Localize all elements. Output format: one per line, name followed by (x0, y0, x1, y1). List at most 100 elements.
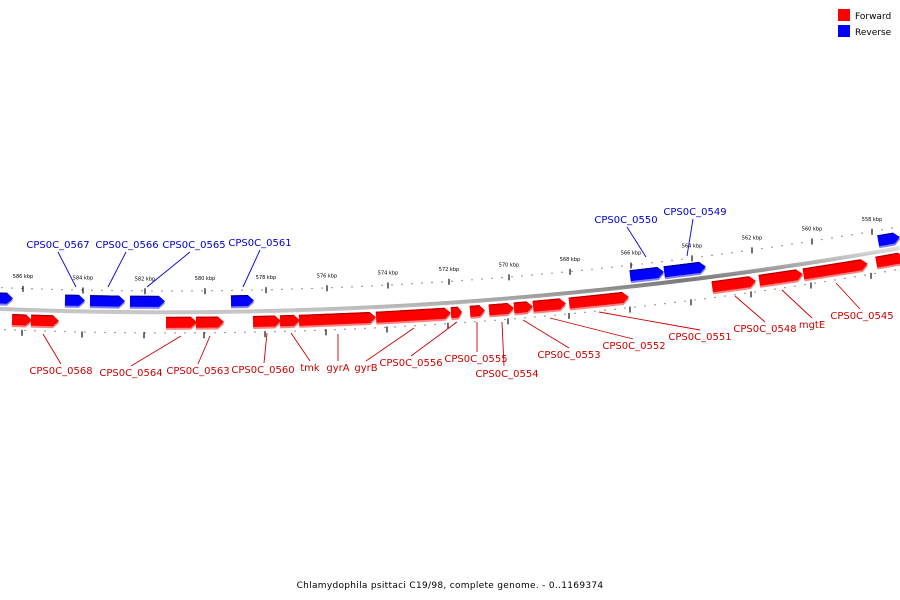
gene-CPS0C_0551[interactable] (568, 291, 630, 311)
gene-body (450, 306, 462, 319)
gene-CPS0C_0553[interactable] (513, 301, 534, 316)
leader-line (290, 332, 311, 362)
gene-edge (877, 232, 894, 237)
gene-label-CPS0C_0553[interactable]: CPS0C_0553 (537, 350, 600, 361)
gene-label-gyrA[interactable]: gyrA (326, 363, 349, 374)
gene-label-CPS0C_0551[interactable]: CPS0C_0551 (668, 332, 731, 343)
gene-label-CPS0C_0561[interactable]: CPS0C_0561 (228, 238, 291, 249)
gene-body (252, 315, 281, 327)
gene-edge (802, 259, 861, 270)
gene-body (298, 312, 376, 326)
gene-CPS0C_0548[interactable] (711, 275, 757, 295)
gene-body (532, 298, 566, 312)
gene-CPS0C_0550[interactable] (629, 266, 665, 284)
gene-edge (875, 252, 899, 258)
gene-label-CPS0C_0545[interactable]: CPS0C_0545 (830, 311, 893, 322)
gene-edge (469, 305, 480, 308)
leader-line (835, 282, 861, 310)
gene-CPS0C_0554[interactable] (488, 302, 515, 318)
leader-line (522, 319, 570, 349)
genome-caption: Chlamydophila psittaci C19/98, complete … (297, 581, 604, 591)
gene-CPS0C_0564[interactable] (165, 316, 198, 330)
scale-tick-label: 576 kbp (317, 273, 337, 279)
leader-line (410, 321, 458, 357)
scale-tick-label: 574 kbp (378, 270, 398, 276)
scale-tick-label: 582 kbp (135, 276, 155, 282)
gene-edge[interactable] (875, 252, 900, 270)
scale-tick-label: 570 kbp (499, 262, 519, 268)
leader-line (263, 332, 268, 364)
gene-CPS0C_0549[interactable] (663, 261, 707, 280)
gene-body (279, 314, 300, 327)
gene-CPS0C_0561[interactable] (230, 295, 255, 309)
gene-CPS0C_0555[interactable] (469, 305, 486, 319)
gene-edge[interactable] (877, 232, 900, 249)
gene-label-CPS0C_0566[interactable]: CPS0C_0566 (95, 240, 158, 251)
gene-CPS0C_0560[interactable] (252, 315, 282, 329)
leader-line (598, 311, 701, 331)
gene-label-CPS0C_0554[interactable]: CPS0C_0554 (475, 369, 538, 380)
scale-tick-label: 558 kbp (862, 217, 882, 223)
gene-edge (711, 276, 750, 283)
gene-label-tmk[interactable]: tmk (300, 363, 320, 374)
gene-body (0, 292, 13, 304)
gene-body (629, 267, 664, 282)
gene-gyrB[interactable] (375, 307, 452, 325)
gene-body (513, 301, 533, 314)
leader-line (626, 226, 647, 258)
gene-label-CPS0C_0564[interactable]: CPS0C_0564 (99, 368, 162, 379)
gene-label-CPS0C_0549[interactable]: CPS0C_0549 (663, 207, 726, 218)
gene-CPS0C_0565[interactable] (129, 295, 165, 309)
scale-tick-label: 572 kbp (439, 267, 459, 273)
gene-label-CPS0C_0567[interactable]: CPS0C_0567 (26, 240, 89, 251)
gene-CPS0C_0567[interactable] (64, 294, 85, 308)
gene-label-gyrB[interactable]: gyrB (354, 363, 377, 374)
gene-label-mgtE[interactable]: mgtE (799, 320, 825, 331)
gene-label-CPS0C_0560[interactable]: CPS0C_0560 (231, 365, 294, 376)
gene-CPS0C_0552[interactable] (532, 298, 567, 314)
gene-CPS0C_0556[interactable] (450, 306, 463, 321)
scale-tick-label: 580 kbp (195, 276, 215, 282)
gene-label-CPS0C_0563[interactable]: CPS0C_0563 (166, 366, 229, 377)
gene-edge (513, 301, 527, 304)
scale-tick-label: 566 kbp (621, 251, 641, 257)
gene-label-CPS0C_0565[interactable]: CPS0C_0565 (162, 240, 225, 251)
gene-label-CPS0C_0550[interactable]: CPS0C_0550 (594, 215, 657, 226)
gene-body (195, 316, 224, 328)
gene-tmk[interactable] (279, 314, 301, 329)
gene-body (877, 232, 900, 247)
legend-swatch-reverse (838, 25, 850, 37)
leader-line (365, 327, 415, 362)
gene-unnamed[interactable] (11, 313, 32, 328)
gene-body (165, 316, 197, 328)
gene-labels: CPS0C_0567 CPS0C_0566 CPS0C_0565 CPS0C_0561… (26, 207, 893, 380)
gene-body (488, 302, 514, 316)
gene-edge (375, 307, 445, 313)
gene-mgtE[interactable] (758, 269, 804, 288)
gene-edge (31, 314, 54, 317)
gene-CPS0C_0545[interactable] (802, 258, 869, 282)
gene-edge (298, 312, 370, 317)
gene-body (230, 295, 254, 307)
gene-CPS0C_0563[interactable] (195, 316, 225, 330)
gene-label-CPS0C_0552[interactable]: CPS0C_0552 (602, 341, 665, 352)
gene-edge (532, 298, 560, 303)
gene-gyrA[interactable] (298, 312, 377, 328)
gene-CPS0C_0568[interactable] (30, 314, 59, 329)
gene-unnamed[interactable] (0, 292, 13, 306)
scale-tick-label: 562 kbp (742, 235, 762, 241)
scale-track: 586 kbp 584 kbp 582 kbp 580 kbp 578 kbp 576 k… (1, 217, 896, 339)
gene-label-CPS0C_0556[interactable]: CPS0C_0556 (379, 358, 442, 369)
gene-edge (629, 267, 658, 272)
gene-edge (0, 292, 8, 294)
gene-body (89, 295, 125, 307)
gene-body (802, 259, 868, 280)
gene-edge (488, 302, 508, 306)
gene-label-CPS0C_0548[interactable]: CPS0C_0548 (733, 324, 796, 335)
gene-label-CPS0C_0555[interactable]: CPS0C_0555 (444, 354, 507, 365)
gene-body (30, 314, 59, 327)
gene-label-CPS0C_0568[interactable]: CPS0C_0568 (29, 366, 92, 377)
leader-line (549, 317, 634, 340)
gene-CPS0C_0566[interactable] (89, 295, 125, 309)
